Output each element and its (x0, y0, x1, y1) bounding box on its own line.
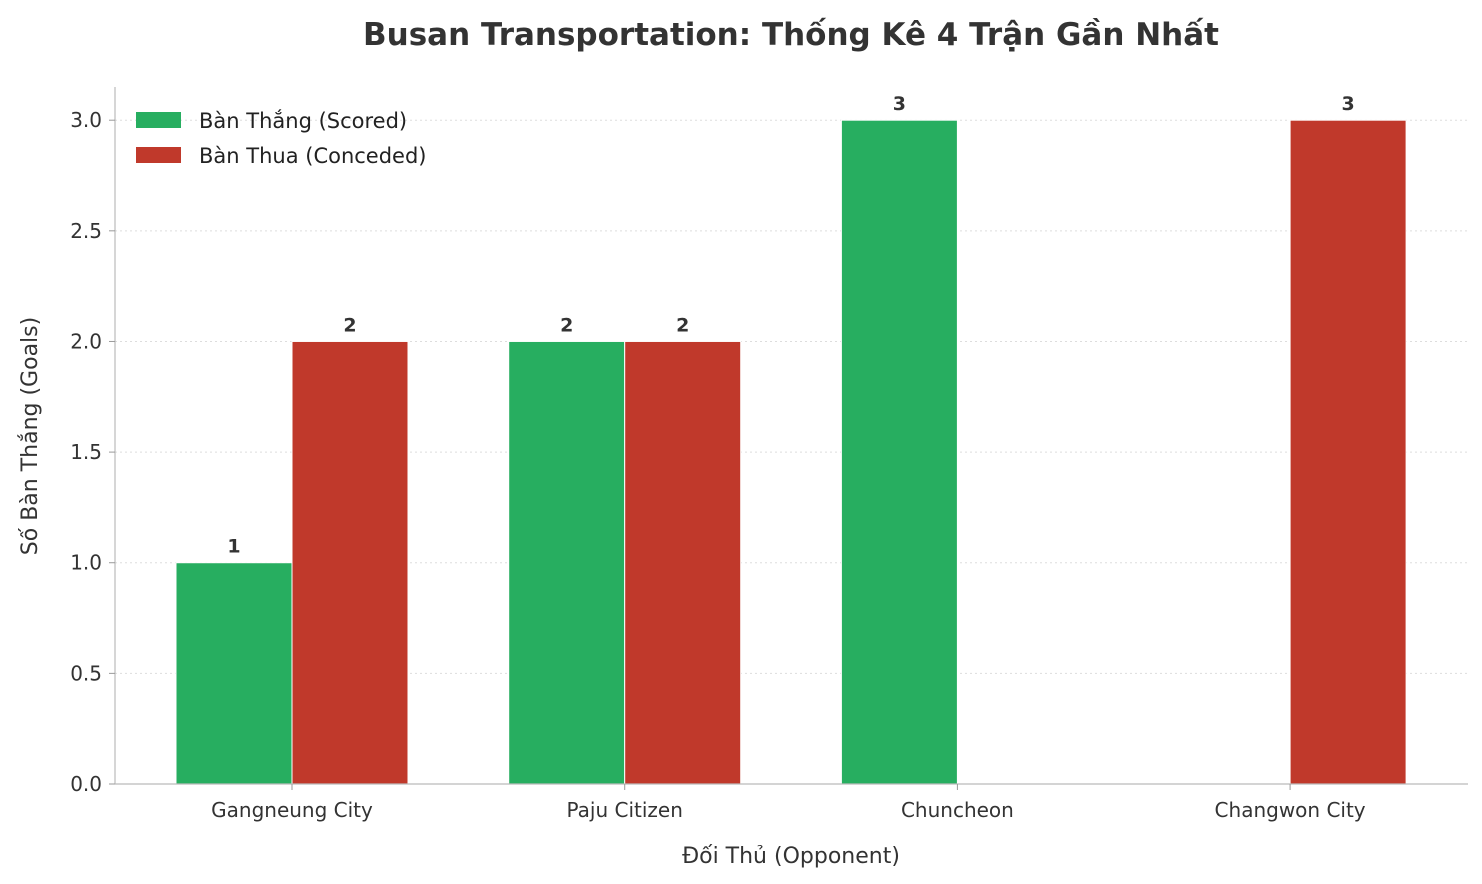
legend-label: Bàn Thua (Conceded) (199, 144, 427, 168)
data-label: 1 (227, 536, 240, 558)
y-axis-label: Số Bàn Thắng (Goals) (18, 317, 43, 555)
y-tick-label: 0.0 (70, 772, 102, 796)
data-label: 2 (676, 314, 689, 336)
x-tick-label: Changwon City (1215, 798, 1366, 822)
y-tick-label: 2.5 (70, 219, 102, 243)
x-tick-label: Chuncheon (901, 798, 1014, 822)
data-label: 2 (343, 314, 356, 336)
bar-conceded (291, 340, 409, 785)
y-tick-label: 1.5 (70, 440, 102, 464)
data-label: 3 (1341, 93, 1354, 115)
data-label: 2 (560, 314, 573, 336)
bar-conceded (1289, 119, 1407, 785)
x-tick-label: Gangneung City (211, 798, 373, 822)
x-axis-label: Đối Thủ (Opponent) (682, 844, 900, 869)
chart-title: Busan Transportation: Thống Kê 4 Trận Gầ… (363, 17, 1219, 53)
bar-scored (175, 562, 293, 785)
y-tick-label: 1.0 (70, 551, 102, 575)
bar-conceded (624, 340, 742, 785)
y-tick-label: 2.0 (70, 329, 102, 353)
y-tick-label: 0.5 (70, 661, 102, 685)
legend-swatch (136, 147, 181, 163)
y-tick-label: 3.0 (70, 108, 102, 132)
bar-scored (840, 119, 958, 785)
legend: Bàn Thắng (Scored) Bàn Thua (Conceded) (136, 109, 427, 168)
legend-label: Bàn Thắng (Scored) (199, 109, 407, 133)
legend-swatch (136, 112, 181, 128)
data-label: 3 (893, 93, 906, 115)
bar-scored (508, 340, 626, 785)
x-tick-label: Paju Citizen (566, 798, 682, 822)
